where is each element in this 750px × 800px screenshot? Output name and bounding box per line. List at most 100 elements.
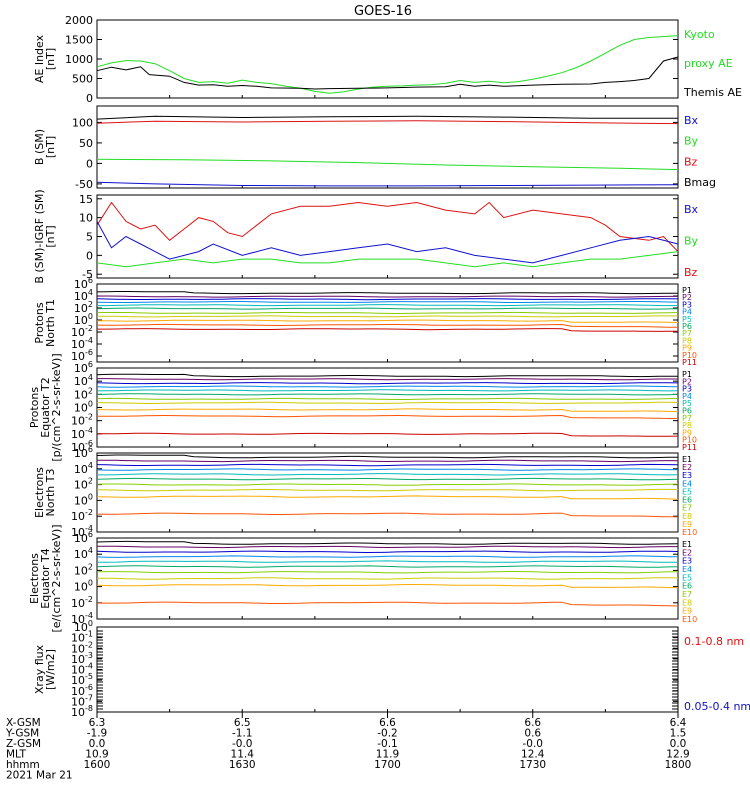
orbit-value: 6.6: [524, 717, 541, 729]
series-line: [96, 120, 679, 125]
orbit-value: -0.1: [377, 738, 398, 750]
panel-b_sm: -50 0 50 100 B (SM)[nT] Bx By Bz Bmag: [33, 105, 716, 191]
y-axis-label: Equator T4: [39, 548, 52, 608]
y-tick-label: 0: [86, 157, 93, 170]
legend-item: E9: [682, 520, 692, 529]
legend-item: By: [684, 135, 699, 148]
orbit-value: -1.9: [87, 728, 108, 740]
y-tick-label: 0: [86, 92, 93, 105]
legend-item: P8: [682, 421, 692, 430]
flux-line: [96, 463, 679, 467]
flux-line: [96, 454, 678, 459]
orbit-value: -0.0: [232, 738, 253, 750]
panel-b_igrf: -5 0 5 10 15 B (SM)-IGRF (SM)[nT] Bx By Bz: [33, 189, 699, 283]
y-tick-label: 5: [86, 231, 93, 244]
legend-item: E9: [682, 607, 692, 616]
flux-line: [97, 473, 679, 476]
flux-line: [96, 550, 679, 554]
y-axis-label: [e/(cm^2-s-sr-keV)]: [50, 524, 63, 632]
orbit-value: 11.4: [231, 749, 255, 761]
legend-item: P3: [682, 385, 692, 394]
legend-item: P4: [682, 392, 692, 401]
flux-line: [96, 373, 678, 378]
legend-item: E5: [682, 573, 692, 582]
y-tick-label: 102: [74, 562, 93, 577]
y-tick-label: 10-2: [71, 595, 93, 610]
flux-line: [97, 304, 679, 307]
orbit-value: 10.9: [85, 749, 108, 761]
legend-item: P4: [682, 308, 692, 317]
flux-line: [97, 577, 679, 580]
legend-item: P11: [682, 443, 697, 452]
orbit-row-label: Y-GSM: [5, 728, 39, 740]
flux-line: [96, 483, 679, 486]
y-tick-label: 15: [79, 193, 93, 206]
date-label: 2021 Mar 21: [6, 770, 73, 782]
y-tick-label: -50: [75, 178, 93, 191]
y-axis-label: B (SM)-IGRF (SM): [33, 189, 46, 283]
y-tick-label: 500: [72, 73, 93, 86]
orbit-value: 6.6: [379, 717, 396, 729]
legend-item: P7: [682, 414, 692, 423]
y-axis-label: North T3: [44, 469, 57, 517]
legend-item: By: [684, 235, 699, 248]
y-axis-label: AE Index: [33, 34, 46, 83]
legend-item: 0.05-0.4 nm: [684, 700, 750, 713]
orbit-value: 1700: [374, 759, 401, 771]
orbit-value: 1730: [519, 759, 546, 771]
legend-item: P11: [682, 358, 697, 367]
orbit-value: 1.5: [670, 728, 687, 740]
legend-item: E7: [682, 504, 692, 513]
orbit-row-label: hhmm: [6, 759, 40, 771]
series-line: [96, 56, 679, 90]
legend-item: P2: [682, 293, 692, 302]
orbit-value: 12.9: [666, 749, 689, 761]
legend-item: E8: [682, 598, 692, 607]
y-axis-label: [nT]: [44, 225, 57, 247]
legend-item: E5: [682, 487, 692, 496]
legend-item: E4: [682, 479, 692, 488]
y-tick-label: 104: [74, 546, 93, 561]
y-axis-label: B (SM): [33, 129, 46, 165]
flux-line: [96, 570, 679, 574]
flux-line: [96, 319, 679, 323]
series-line: [96, 35, 679, 94]
legend-item: P5: [682, 399, 692, 408]
y-tick-label: 10-2: [71, 508, 93, 523]
orbit-value: 6.4: [670, 717, 687, 729]
legend-item: E3: [682, 471, 692, 480]
series-line: [96, 181, 679, 187]
legend-item: E10: [682, 615, 697, 624]
y-axis-label: North T1: [44, 299, 57, 347]
legend-item: Bx: [684, 114, 699, 127]
orbit-value: 6.3: [89, 717, 106, 729]
orbit-value: -1.1: [232, 728, 253, 740]
y-tick-label: 100: [74, 579, 93, 594]
legend-item: 0.1-0.8 nm: [684, 635, 744, 648]
figure-title: GOES-16: [354, 4, 412, 19]
orbit-row-label: Z-GSM: [6, 738, 41, 750]
legend-item: Bx: [684, 203, 699, 216]
legend-item: P9: [682, 344, 692, 353]
panel-xray: 10010-110-210-310-410-510-610-710-8Xray …: [33, 619, 750, 719]
legend-item: P3: [682, 300, 692, 309]
flux-line: [96, 560, 679, 563]
y-tick-label: 102: [74, 477, 93, 492]
orbit-value: 1600: [84, 759, 111, 771]
y-axis-label: Electrons: [28, 553, 41, 604]
panel-frame: [96, 626, 679, 713]
flux-line: [96, 311, 679, 315]
legend-item: P2: [682, 377, 692, 386]
orbit-value: -0.2: [377, 728, 398, 740]
orbit-value: 6.5: [234, 717, 251, 729]
flux-line: [96, 565, 679, 568]
series-line: [96, 158, 679, 171]
orbit-value: 0.0: [670, 738, 687, 750]
flux-line: [96, 295, 678, 298]
y-axis-label: Equator T2: [39, 377, 52, 437]
legend-item: P9: [682, 428, 692, 437]
